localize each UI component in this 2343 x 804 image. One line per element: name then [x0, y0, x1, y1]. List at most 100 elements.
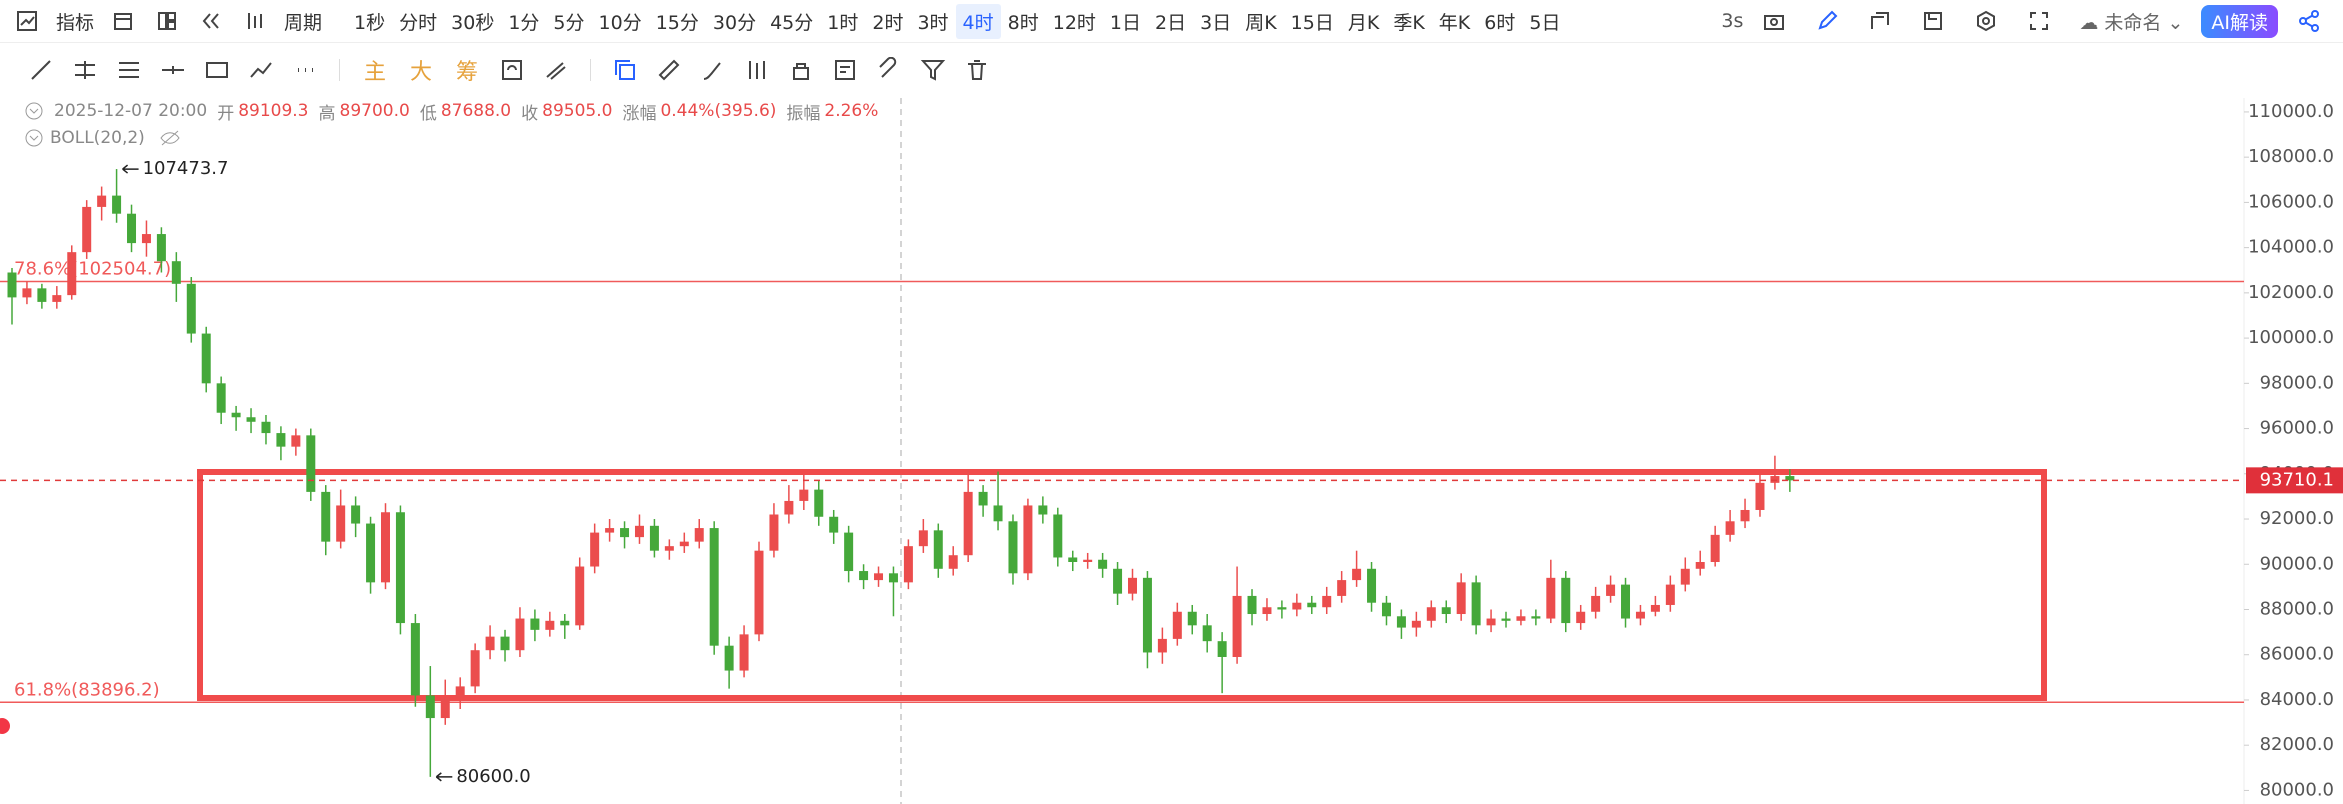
layout-name[interactable]: ☁ 未命名 ⌄	[2079, 11, 2184, 34]
trend-line-tool[interactable]	[28, 57, 54, 83]
y-tick-label: 96000.0	[2260, 418, 2334, 439]
lock-tool[interactable]	[788, 57, 814, 83]
fullscreen-icon[interactable]	[2026, 8, 2052, 34]
interval-button[interactable]: 45分	[770, 11, 814, 34]
save-icon[interactable]	[1920, 8, 1946, 34]
y-tick-label: 104000.0	[2248, 237, 2334, 258]
ruler-tool[interactable]	[656, 57, 682, 83]
candle-body	[1352, 568, 1362, 581]
candle-body	[993, 505, 1003, 522]
indicator-button[interactable]: 指标	[56, 11, 95, 34]
candle-body	[1337, 580, 1347, 596]
rewind-icon[interactable]	[198, 8, 224, 34]
lines-tool[interactable]	[543, 57, 569, 83]
collapse-icon[interactable]	[24, 128, 44, 148]
candle-body	[1142, 577, 1152, 653]
interval-button[interactable]: 6时	[1484, 11, 1516, 34]
settings-icon[interactable]	[1973, 8, 1999, 34]
y-tick-label: 100000.0	[2248, 327, 2334, 348]
candle-body	[216, 383, 226, 413]
candle-tool[interactable]	[744, 57, 770, 83]
layout-icon[interactable]	[154, 8, 180, 34]
candle-body	[1083, 559, 1093, 563]
delete-tool[interactable]	[964, 57, 990, 83]
indicator-icon[interactable]	[14, 8, 40, 34]
interval-button[interactable]: 1日	[1109, 11, 1142, 34]
parallel-tool[interactable]	[72, 57, 98, 83]
refresh-rate[interactable]: 3s	[1721, 10, 1744, 32]
interval-button[interactable]: 2时	[872, 11, 904, 34]
interval-button[interactable]: 15日	[1290, 11, 1334, 34]
candle-body	[903, 546, 913, 583]
indicator-name[interactable]: BOLL(20,2)	[50, 128, 145, 148]
big-tool[interactable]: 大	[410, 60, 433, 85]
interval-button[interactable]: 30分	[712, 11, 757, 34]
chart-style-icon[interactable]	[242, 8, 268, 34]
channel-tool[interactable]	[116, 57, 142, 83]
interval-button[interactable]: 分时	[399, 11, 438, 34]
share-icon[interactable]	[2296, 8, 2322, 34]
field-value: 0.44%(395.6)	[660, 101, 777, 121]
more-tool[interactable]	[292, 57, 318, 83]
interval-button[interactable]: 2日	[1155, 11, 1187, 34]
calendar-icon[interactable]	[110, 8, 136, 34]
candle-body	[127, 213, 137, 244]
period-button[interactable]: 周期	[284, 11, 323, 34]
pen-icon[interactable]	[1814, 8, 1840, 34]
candle-body	[1307, 602, 1317, 608]
pattern-tool[interactable]	[248, 57, 274, 83]
interval-button[interactable]: 1时	[827, 11, 859, 34]
layout-name-text: 未命名	[2104, 11, 2162, 34]
interval-button[interactable]: 8时	[1007, 11, 1039, 34]
sync-tool[interactable]	[499, 57, 525, 83]
magnet-tool[interactable]	[876, 57, 902, 83]
candle-time: 2025-12-07 20:00	[54, 101, 208, 121]
interval-button[interactable]: 季K	[1393, 11, 1425, 34]
rect-tool[interactable]	[204, 57, 230, 83]
candle-body	[351, 505, 361, 524]
interval-button[interactable]: 4时	[955, 3, 1001, 39]
copy-tool[interactable]	[612, 57, 638, 83]
camera-icon[interactable]	[1761, 8, 1787, 34]
candle-body	[530, 618, 540, 630]
ai-button[interactable]: AI解读	[2201, 4, 2278, 38]
candle-body	[201, 333, 211, 384]
interval-button[interactable]: 12时	[1052, 11, 1096, 34]
note-tool[interactable]	[832, 57, 858, 83]
collapse-icon[interactable]	[24, 101, 44, 121]
interval-button[interactable]: 1分	[508, 11, 540, 34]
candle-body	[1740, 509, 1750, 522]
field-value: 89109.3	[238, 101, 309, 121]
interval-button[interactable]: 年K	[1438, 11, 1471, 34]
candle-body	[1516, 616, 1526, 621]
field-label: 涨幅	[622, 103, 657, 124]
chips-tool[interactable]: 筹	[456, 60, 479, 85]
interval-button[interactable]: 15分	[655, 11, 699, 34]
hline-tool[interactable]	[160, 57, 186, 83]
interval-button[interactable]: 周K	[1245, 11, 1277, 34]
interval-button[interactable]: 5分	[553, 11, 585, 34]
y-tick-label: 92000.0	[2260, 508, 2334, 529]
interval-button[interactable]: 1秒	[354, 11, 386, 34]
interval-button[interactable]: 5日	[1529, 11, 1561, 34]
candle-body	[1157, 638, 1167, 653]
field-label: 低	[419, 103, 437, 124]
candle-body	[186, 283, 196, 334]
interval-button[interactable]: 10分	[598, 11, 642, 34]
interval-button[interactable]: 月K	[1347, 11, 1380, 34]
brush-tool[interactable]	[700, 57, 726, 83]
candle-body	[1023, 505, 1033, 574]
interval-button[interactable]: 3时	[917, 11, 949, 34]
hide-icon[interactable]	[159, 129, 181, 147]
candle-body	[1621, 584, 1631, 619]
candle-body	[366, 523, 376, 583]
expand-icon[interactable]	[1867, 8, 1893, 34]
interval-button[interactable]: 30秒	[451, 11, 495, 34]
filter-tool[interactable]	[920, 57, 946, 83]
field-label: 开	[217, 103, 235, 124]
fib-level-label: 78.6%(102504.7)	[14, 258, 171, 279]
main-tool[interactable]: 主	[364, 60, 387, 85]
interval-button[interactable]: 3日	[1200, 11, 1232, 34]
candle-body	[1217, 641, 1227, 657]
candle-body	[978, 491, 988, 506]
